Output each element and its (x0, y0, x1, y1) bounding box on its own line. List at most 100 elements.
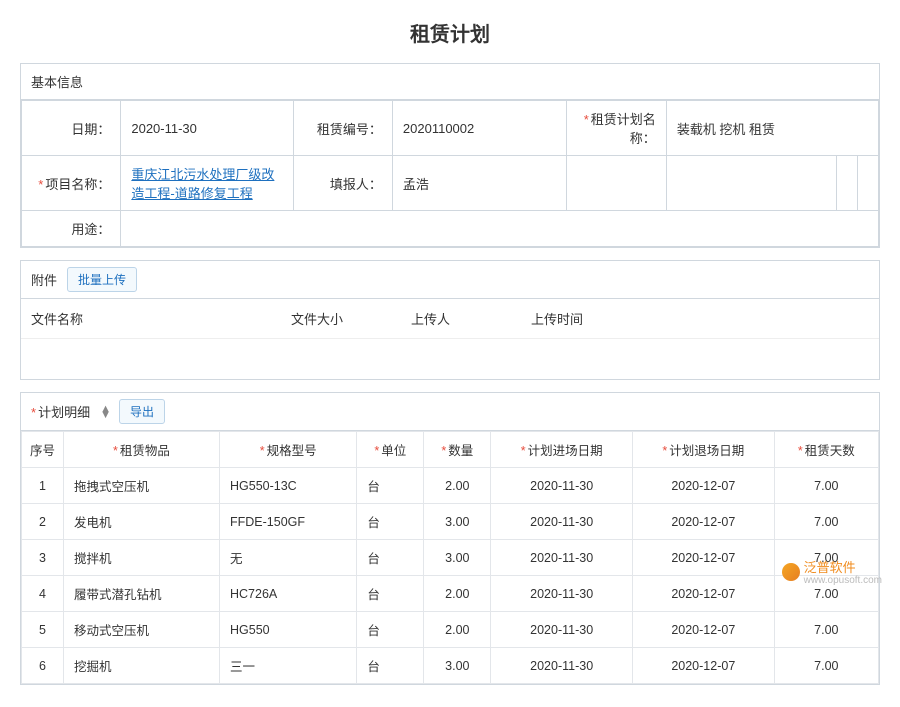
cell-indate: 2020-11-30 (491, 648, 633, 684)
value-plan-name: 装载机 挖机 租赁 (666, 101, 878, 156)
bulk-upload-button[interactable]: 批量上传 (67, 267, 137, 292)
value-project-name: 重庆江北污水处理厂级改造工程-道路修复工程 (121, 156, 293, 211)
cell-indate: 2020-11-30 (491, 504, 633, 540)
cell-outdate: 2020-12-07 (632, 504, 774, 540)
cell-qty: 2.00 (424, 468, 491, 504)
detail-panel: *计划明细 ▲▼ 导出 序号 *租赁物品 *规格型号 *单位 *数量 *计划进场… (20, 392, 880, 685)
value-reporter: 孟浩 (392, 156, 567, 211)
cell-days: 7.00 (774, 612, 878, 648)
project-name-link[interactable]: 重庆江北污水处理厂级改造工程-道路修复工程 (131, 167, 274, 201)
table-row: 1拖拽式空压机HG550-13C台2.002020-11-302020-12-0… (22, 468, 879, 504)
col-item: *租赁物品 (64, 432, 220, 468)
attachment-empty-area (21, 339, 879, 379)
label-plan-name: *租赁计划名称： (567, 101, 666, 156)
cell-indate: 2020-11-30 (491, 468, 633, 504)
col-uploader: 上传人 (411, 309, 531, 328)
cell-unit: 台 (357, 540, 424, 576)
cell-item: 拖拽式空压机 (64, 468, 220, 504)
empty-label-2 (836, 156, 857, 211)
page-title: 租赁计划 (20, 18, 880, 47)
detail-header: *计划明细 (31, 402, 90, 421)
detail-header-text: 计划明细 (38, 405, 90, 420)
cell-qty: 2.00 (424, 612, 491, 648)
cell-qty: 3.00 (424, 648, 491, 684)
cell-spec: HG550 (220, 612, 357, 648)
cell-qty: 3.00 (424, 504, 491, 540)
col-days-text: 租赁天数 (805, 444, 855, 458)
col-unit: *单位 (357, 432, 424, 468)
cell-outdate: 2020-12-07 (632, 468, 774, 504)
empty-label-1 (567, 156, 666, 211)
cell-spec: 无 (220, 540, 357, 576)
label-usage: 用途： (22, 211, 121, 247)
cell-days: 7.00 (774, 468, 878, 504)
cell-unit: 台 (357, 468, 424, 504)
col-indate: *计划进场日期 (491, 432, 633, 468)
cell-item: 履带式潜孔钻机 (64, 576, 220, 612)
cell-seq: 6 (22, 648, 64, 684)
label-rent-code: 租赁编号： (293, 101, 392, 156)
label-plan-name-text: 租赁计划名称： (591, 112, 656, 146)
cell-spec: HC726A (220, 576, 357, 612)
export-button[interactable]: 导出 (119, 399, 165, 424)
table-row: 2发电机FFDE-150GF台3.002020-11-302020-12-077… (22, 504, 879, 540)
cell-spec: HG550-13C (220, 468, 357, 504)
table-row: 5移动式空压机HG550台2.002020-11-302020-12-077.0… (22, 612, 879, 648)
col-outdate: *计划退场日期 (632, 432, 774, 468)
col-qty-text: 数量 (448, 444, 473, 458)
watermark-icon (782, 563, 800, 581)
col-file-name: 文件名称 (31, 309, 291, 328)
cell-seq: 4 (22, 576, 64, 612)
attachment-label: 附件 (31, 270, 57, 289)
col-unit-text: 单位 (381, 444, 406, 458)
cell-days: 7.00 (774, 504, 878, 540)
col-qty: *数量 (424, 432, 491, 468)
col-seq: 序号 (22, 432, 64, 468)
col-outdate-text: 计划退场日期 (669, 444, 744, 458)
label-project-name: *项目名称： (22, 156, 121, 211)
cell-indate: 2020-11-30 (491, 612, 633, 648)
table-row: 3搅拌机无台3.002020-11-302020-12-077.00 (22, 540, 879, 576)
detail-table: 序号 *租赁物品 *规格型号 *单位 *数量 *计划进场日期 *计划退场日期 *… (21, 431, 879, 684)
cell-seq: 2 (22, 504, 64, 540)
cell-seq: 5 (22, 612, 64, 648)
cell-unit: 台 (357, 576, 424, 612)
col-spec: *规格型号 (220, 432, 357, 468)
empty-value-2 (857, 156, 878, 211)
label-reporter: 填报人： (293, 156, 392, 211)
watermark: 泛普软件 www.opusoft.com (782, 557, 882, 586)
table-row: 6挖掘机三一台3.002020-11-302020-12-077.00 (22, 648, 879, 684)
attachment-panel: 附件 批量上传 文件名称 文件大小 上传人 上传时间 (20, 260, 880, 380)
cell-unit: 台 (357, 648, 424, 684)
cell-spec: 三一 (220, 648, 357, 684)
value-rent-code: 2020110002 (392, 101, 567, 156)
cell-item: 挖掘机 (64, 648, 220, 684)
cell-item: 搅拌机 (64, 540, 220, 576)
basic-info-panel: 基本信息 日期： 2020-11-30 租赁编号： 2020110002 *租赁… (20, 63, 880, 248)
cell-outdate: 2020-12-07 (632, 576, 774, 612)
attachment-columns: 文件名称 文件大小 上传人 上传时间 (21, 299, 879, 339)
basic-info-table: 日期： 2020-11-30 租赁编号： 2020110002 *租赁计划名称：… (21, 100, 879, 247)
cell-unit: 台 (357, 612, 424, 648)
cell-indate: 2020-11-30 (491, 576, 633, 612)
col-spec-text: 规格型号 (267, 444, 317, 458)
cell-seq: 3 (22, 540, 64, 576)
col-upload-time: 上传时间 (531, 309, 671, 328)
col-file-size: 文件大小 (291, 309, 411, 328)
cell-unit: 台 (357, 504, 424, 540)
watermark-brand: 泛普软件 (804, 560, 856, 575)
col-days: *租赁天数 (774, 432, 878, 468)
detail-header-row: 序号 *租赁物品 *规格型号 *单位 *数量 *计划进场日期 *计划退场日期 *… (22, 432, 879, 468)
sort-icon[interactable]: ▲▼ (100, 406, 111, 418)
cell-indate: 2020-11-30 (491, 540, 633, 576)
cell-outdate: 2020-12-07 (632, 648, 774, 684)
empty-value-1 (666, 156, 836, 211)
cell-item: 发电机 (64, 504, 220, 540)
cell-spec: FFDE-150GF (220, 504, 357, 540)
cell-qty: 2.00 (424, 576, 491, 612)
cell-outdate: 2020-12-07 (632, 612, 774, 648)
watermark-url: www.opusoft.com (804, 576, 882, 586)
cell-days: 7.00 (774, 648, 878, 684)
value-date: 2020-11-30 (121, 101, 293, 156)
basic-info-header: 基本信息 (21, 64, 879, 100)
